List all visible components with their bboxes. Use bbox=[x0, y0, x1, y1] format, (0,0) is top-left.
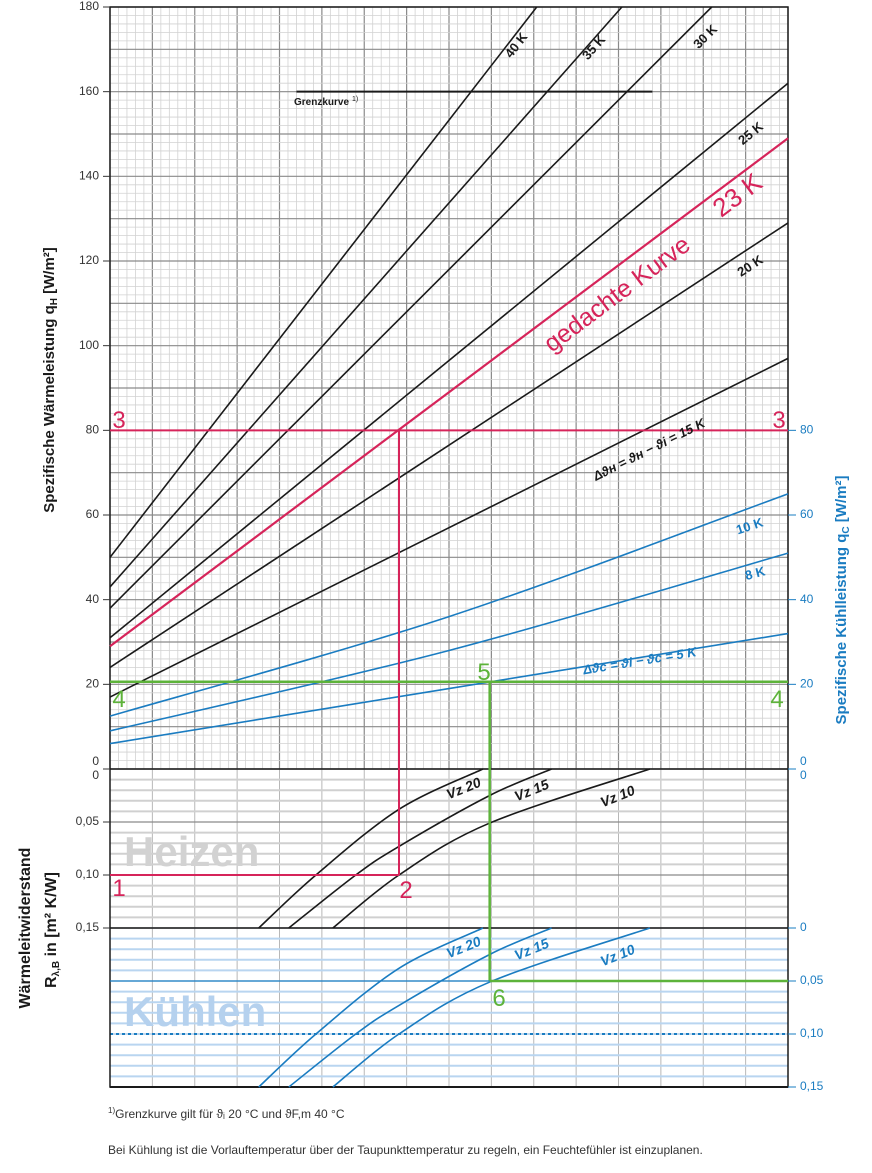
lower-axis-title-line2: Rλ,B in [m² K/W] bbox=[43, 872, 62, 988]
lower-axis-title-line1: Wärmeleitwiderstand bbox=[17, 848, 34, 1009]
vz-curve bbox=[332, 768, 651, 929]
curve-label: gedachte Kurve bbox=[539, 230, 696, 357]
lower-y-tick-label: 0 bbox=[92, 768, 99, 782]
step-marker: 4 bbox=[770, 686, 783, 713]
y-tick-label-right: 80 bbox=[800, 423, 814, 437]
series-line bbox=[109, 493, 789, 717]
lower-y-tick-label: 0,05 bbox=[76, 814, 100, 828]
series-label: 8 K bbox=[743, 563, 767, 583]
series-label: 40 K bbox=[502, 29, 531, 60]
lower-y-tick-label-right: 0 bbox=[800, 768, 807, 782]
grid bbox=[109, 6, 789, 1088]
series-line bbox=[109, 552, 789, 732]
vz-label: Vz 10 bbox=[598, 941, 637, 969]
heating-section-label: Heizen bbox=[124, 828, 259, 875]
series-label: Δϑc = ϑi − ϑc = 5 K bbox=[581, 644, 699, 678]
footnote: 1)Grenzkurve gilt für ϑᵢ 20 °C und ϑF,m … bbox=[108, 1106, 345, 1121]
vz-curve bbox=[288, 927, 552, 1088]
y-tick-label: 60 bbox=[86, 507, 100, 521]
y-tick-label-right: 0 bbox=[800, 754, 807, 768]
lower-y-tick-label-right: 0,10 bbox=[800, 1026, 824, 1040]
lower-y-tick-label-right: 0,05 bbox=[800, 973, 824, 987]
series-lines bbox=[109, 6, 789, 1088]
tick-labels: 02040608010012014016018002040608000,050,… bbox=[76, 0, 824, 1093]
series-line bbox=[109, 82, 789, 639]
y-tick-label: 160 bbox=[79, 84, 99, 98]
step-marker: 1 bbox=[112, 875, 125, 902]
series-line bbox=[109, 357, 789, 698]
lower-y-tick-label-right: 0 bbox=[800, 920, 807, 934]
y-tick-label: 20 bbox=[86, 677, 100, 691]
y-tick-label: 140 bbox=[79, 169, 99, 183]
y-axis-title-left: Spezifische Wärmeleistung qH [W/m²] bbox=[41, 247, 60, 513]
example-markers: 1 2 3 3 4 4 5 6 bbox=[112, 407, 785, 1012]
step-marker: 3 bbox=[112, 407, 125, 434]
step-marker: 5 bbox=[477, 659, 490, 686]
y-axis-title-right: Spezifische Kühlleistung qC [W/m²] bbox=[833, 476, 852, 725]
note: Bei Kühlung ist die Vorlauftemperatur üb… bbox=[108, 1143, 703, 1157]
series-line bbox=[109, 137, 789, 648]
lower-y-tick-label: 0,15 bbox=[76, 920, 100, 934]
step-marker: 6 bbox=[492, 985, 505, 1012]
series-line bbox=[109, 632, 789, 745]
cooling-section-label: Kühlen bbox=[124, 988, 266, 1035]
series-label: 10 K bbox=[734, 514, 765, 537]
y-tick-label-right: 60 bbox=[800, 507, 814, 521]
vz-curve bbox=[258, 768, 484, 929]
y-tick-label: 80 bbox=[86, 423, 100, 437]
series-line bbox=[109, 222, 789, 669]
series-line bbox=[109, 6, 623, 588]
step-marker: 4 bbox=[112, 686, 125, 713]
y-tick-label-right: 20 bbox=[800, 677, 814, 691]
step-marker: 3 bbox=[772, 407, 785, 434]
vz-curve bbox=[258, 927, 484, 1088]
y-tick-label: 0 bbox=[92, 754, 99, 768]
series-line bbox=[109, 6, 713, 609]
y-tick-label: 120 bbox=[79, 253, 99, 267]
series-line bbox=[109, 6, 538, 558]
lower-y-tick-label-right: 0,15 bbox=[800, 1079, 824, 1093]
vz-label: Vz 10 bbox=[598, 782, 637, 810]
step-marker: 2 bbox=[399, 877, 412, 904]
grenzkurve-label: Grenzkurve 1) bbox=[294, 96, 358, 108]
y-tick-label-right: 40 bbox=[800, 592, 814, 606]
vz-curve bbox=[332, 927, 651, 1088]
lower-y-tick-label: 0,10 bbox=[76, 867, 100, 881]
y-tick-label: 180 bbox=[79, 0, 99, 13]
y-tick-label: 100 bbox=[79, 338, 99, 352]
vz-curve bbox=[288, 768, 552, 929]
y-tick-label: 40 bbox=[86, 592, 100, 606]
